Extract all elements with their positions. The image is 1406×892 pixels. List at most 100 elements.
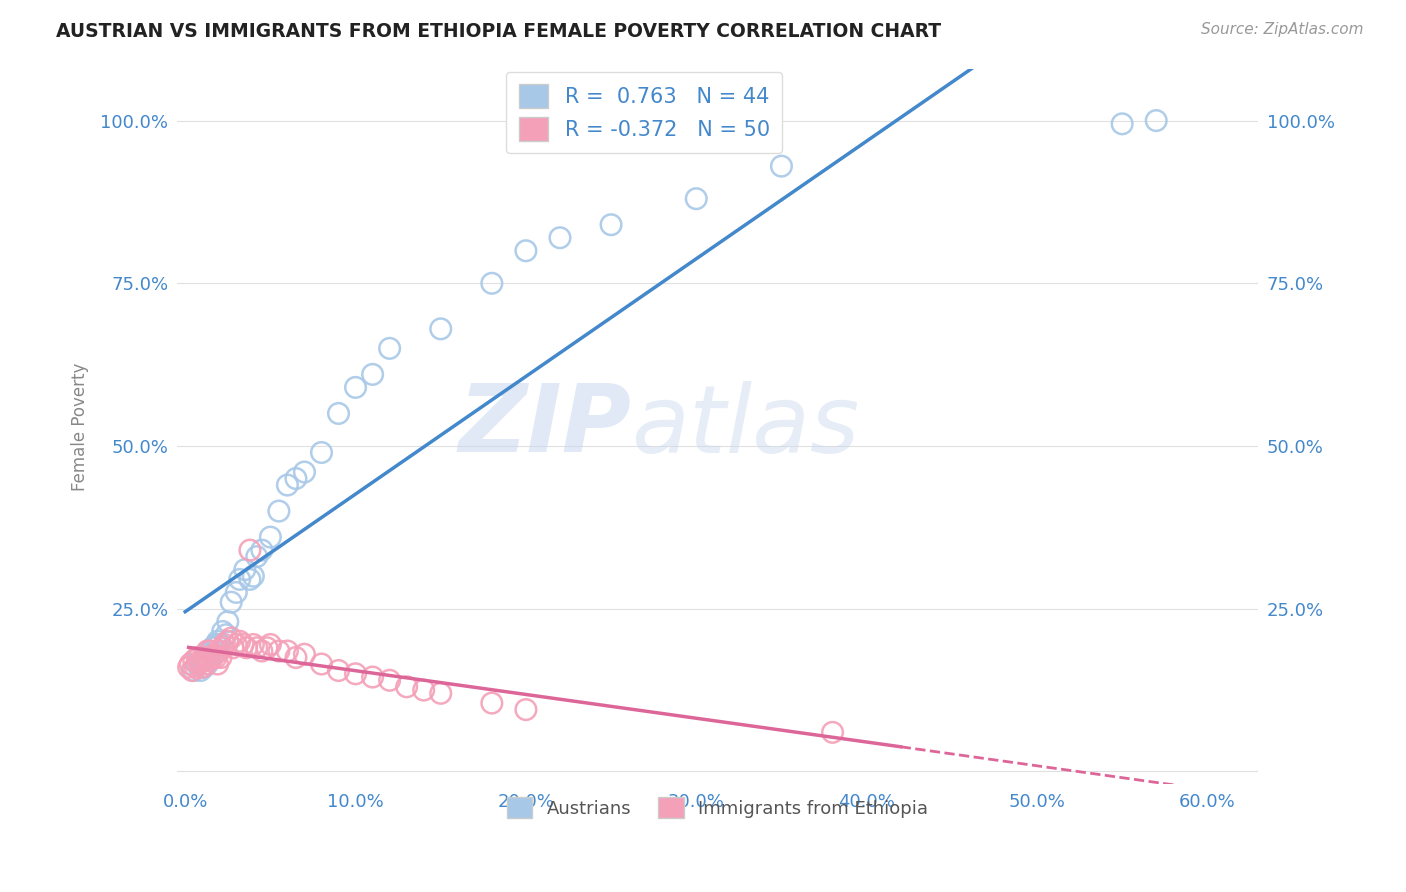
Point bbox=[515, 244, 537, 258]
Point bbox=[294, 465, 316, 479]
Point bbox=[215, 628, 238, 642]
Point bbox=[276, 644, 298, 658]
Point bbox=[233, 563, 256, 577]
Point bbox=[186, 650, 208, 665]
Point bbox=[239, 573, 262, 587]
Point bbox=[284, 471, 307, 485]
Point bbox=[205, 650, 228, 665]
Text: atlas: atlas bbox=[631, 381, 859, 472]
Point bbox=[228, 634, 250, 648]
Point bbox=[195, 644, 218, 658]
Point bbox=[202, 647, 225, 661]
Point bbox=[208, 638, 231, 652]
Point bbox=[205, 638, 228, 652]
Point bbox=[378, 673, 401, 688]
Point bbox=[187, 657, 209, 671]
Point bbox=[207, 657, 229, 671]
Point bbox=[311, 445, 333, 459]
Point bbox=[378, 342, 401, 356]
Point bbox=[179, 657, 201, 671]
Point bbox=[250, 543, 273, 558]
Point bbox=[228, 573, 250, 587]
Point bbox=[198, 654, 221, 668]
Point bbox=[208, 644, 231, 658]
Point bbox=[239, 543, 262, 558]
Point bbox=[1111, 117, 1133, 131]
Point bbox=[219, 595, 242, 609]
Point bbox=[225, 585, 247, 599]
Point bbox=[311, 657, 333, 671]
Point bbox=[193, 650, 215, 665]
Point bbox=[181, 664, 204, 678]
Point bbox=[770, 159, 793, 173]
Point bbox=[177, 660, 200, 674]
Point bbox=[217, 634, 239, 648]
Point bbox=[194, 657, 217, 671]
Point bbox=[600, 218, 623, 232]
Point bbox=[242, 638, 264, 652]
Point bbox=[195, 657, 218, 671]
Point bbox=[193, 660, 215, 674]
Point bbox=[211, 640, 233, 655]
Point bbox=[211, 624, 233, 639]
Point bbox=[191, 660, 214, 674]
Point bbox=[361, 368, 384, 382]
Point bbox=[328, 407, 350, 421]
Point bbox=[191, 654, 214, 668]
Point bbox=[209, 650, 232, 665]
Point bbox=[183, 664, 205, 678]
Point bbox=[200, 647, 222, 661]
Point bbox=[190, 654, 212, 668]
Point bbox=[235, 640, 257, 655]
Point bbox=[246, 549, 269, 564]
Point bbox=[222, 640, 245, 655]
Point bbox=[276, 478, 298, 492]
Point bbox=[232, 638, 254, 652]
Point bbox=[515, 702, 537, 716]
Y-axis label: Female Poverty: Female Poverty bbox=[72, 362, 89, 491]
Point bbox=[198, 644, 221, 658]
Point bbox=[548, 231, 571, 245]
Point bbox=[225, 638, 247, 652]
Point bbox=[186, 657, 208, 671]
Text: AUSTRIAN VS IMMIGRANTS FROM ETHIOPIA FEMALE POVERTY CORRELATION CHART: AUSTRIAN VS IMMIGRANTS FROM ETHIOPIA FEM… bbox=[56, 22, 942, 41]
Point bbox=[217, 615, 239, 629]
Point bbox=[481, 277, 503, 291]
Point bbox=[256, 640, 278, 655]
Point bbox=[412, 683, 434, 698]
Point bbox=[1144, 113, 1167, 128]
Point bbox=[344, 380, 367, 394]
Point bbox=[429, 322, 451, 336]
Point bbox=[344, 666, 367, 681]
Point bbox=[821, 725, 844, 739]
Point bbox=[207, 634, 229, 648]
Point bbox=[183, 654, 205, 668]
Point bbox=[267, 504, 290, 518]
Point bbox=[481, 696, 503, 710]
Point bbox=[361, 670, 384, 684]
Point bbox=[259, 530, 281, 544]
Point bbox=[194, 650, 217, 665]
Text: Source: ZipAtlas.com: Source: ZipAtlas.com bbox=[1201, 22, 1364, 37]
Point bbox=[242, 569, 264, 583]
Point bbox=[685, 192, 707, 206]
Point bbox=[200, 644, 222, 658]
Point bbox=[294, 647, 316, 661]
Point bbox=[328, 664, 350, 678]
Point bbox=[250, 644, 273, 658]
Point bbox=[190, 664, 212, 678]
Text: ZIP: ZIP bbox=[458, 381, 631, 473]
Point bbox=[429, 686, 451, 700]
Point bbox=[259, 638, 281, 652]
Point bbox=[395, 680, 418, 694]
Legend: Austrians, Immigrants from Ethiopia: Austrians, Immigrants from Ethiopia bbox=[499, 790, 935, 825]
Point bbox=[201, 640, 224, 655]
Point bbox=[187, 650, 209, 665]
Point bbox=[201, 650, 224, 665]
Point bbox=[284, 650, 307, 665]
Point bbox=[214, 638, 236, 652]
Point bbox=[246, 640, 269, 655]
Point bbox=[219, 631, 242, 645]
Point bbox=[184, 660, 207, 674]
Point bbox=[267, 644, 290, 658]
